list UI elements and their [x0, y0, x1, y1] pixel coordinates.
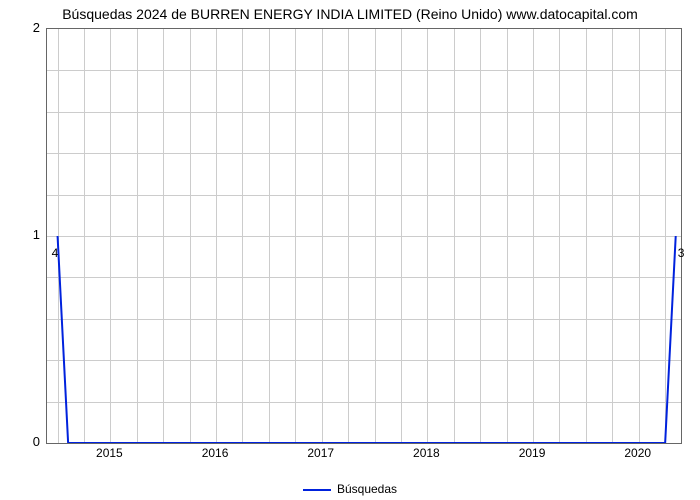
legend: Búsquedas	[0, 482, 700, 496]
y-tick-label: 0	[0, 434, 40, 449]
x-tick-label: 2018	[396, 446, 456, 460]
x-tick-label: 2019	[502, 446, 562, 460]
x-tick-label: 2017	[291, 446, 351, 460]
x-tick-label: 2015	[79, 446, 139, 460]
series-polyline	[58, 236, 676, 443]
point-label: 3	[678, 246, 685, 260]
point-label: 4	[52, 246, 59, 260]
chart-title: Búsquedas 2024 de BURREN ENERGY INDIA LI…	[0, 6, 700, 22]
series-line	[47, 29, 681, 443]
x-tick-label: 2020	[608, 446, 668, 460]
legend-label: Búsquedas	[337, 482, 397, 496]
y-tick-label: 1	[0, 227, 40, 242]
legend-swatch	[303, 489, 331, 491]
x-tick-label: 2016	[185, 446, 245, 460]
plot-area: 43	[46, 28, 682, 444]
y-tick-label: 2	[0, 20, 40, 35]
